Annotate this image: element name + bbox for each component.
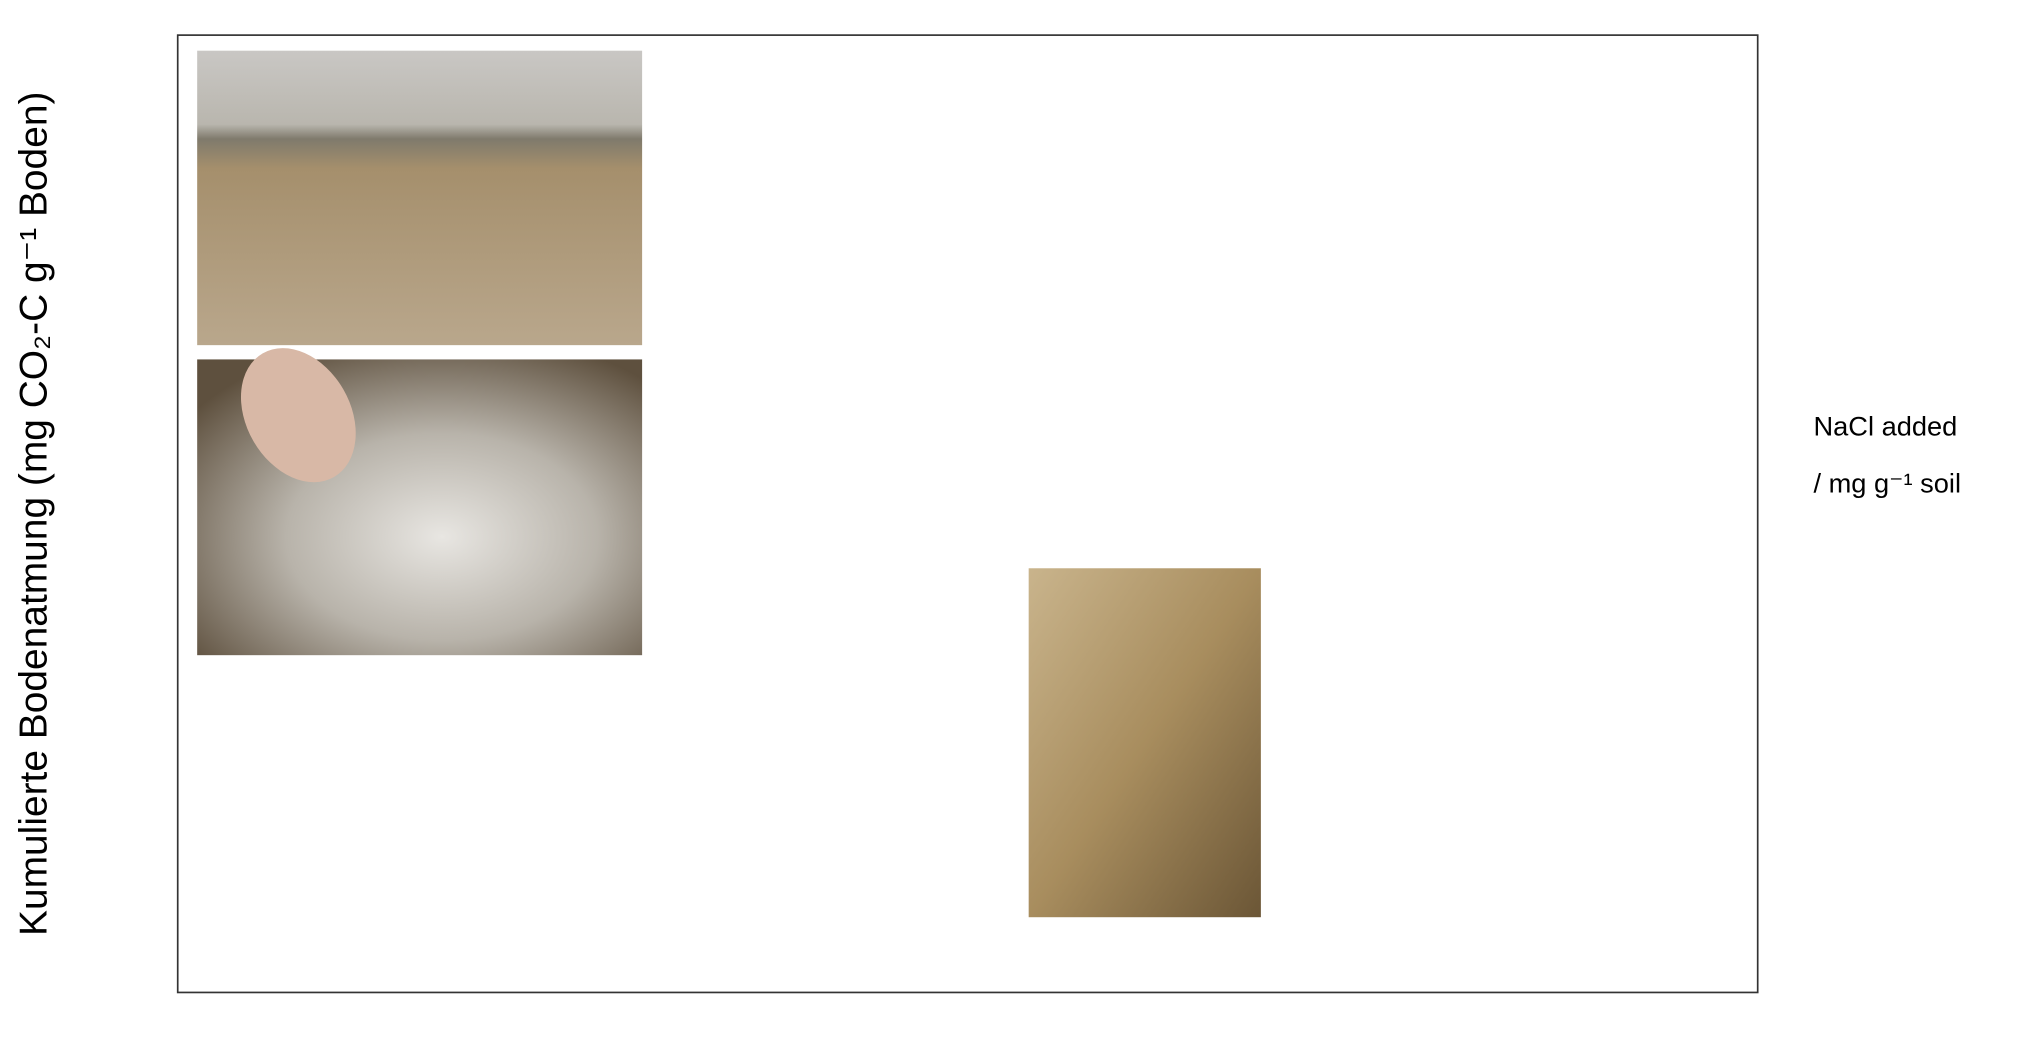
- photo-finger: [240, 348, 356, 483]
- legend-title: NaCl added: [1813, 410, 1957, 441]
- plot-border: [176, 34, 1759, 994]
- photo-field: [197, 50, 643, 346]
- y-axis-label: Kumulierte Bodenatmung (mg CO₂-C g⁻¹ Bod…: [13, 92, 56, 936]
- photo-straw: [1028, 568, 1261, 918]
- legend-title: / mg g⁻¹ soil: [1813, 467, 1961, 498]
